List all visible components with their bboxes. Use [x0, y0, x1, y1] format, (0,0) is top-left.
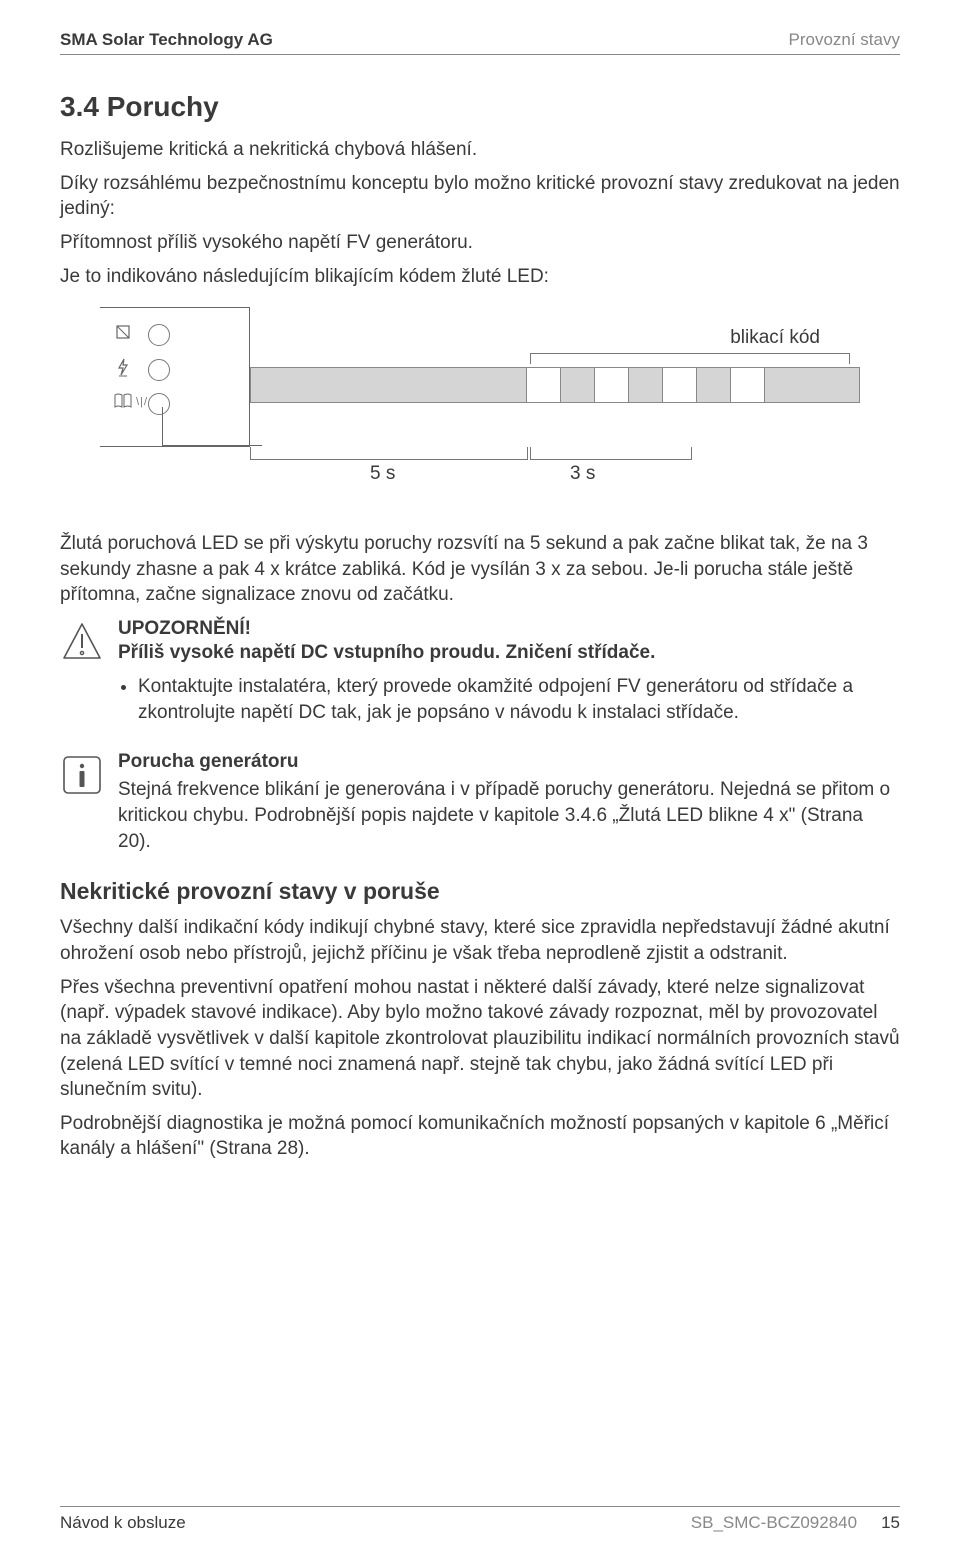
- led-circle-3: [148, 393, 170, 415]
- manual-icon: [112, 392, 134, 415]
- header-section: Provozní stavy: [789, 30, 901, 50]
- header-company: SMA Solar Technology AG: [60, 30, 273, 50]
- section-title: 3.4 Poruchy: [60, 91, 900, 123]
- warning-callout: UPOZORNĚNÍ! Příliš vysoké napětí DC vstu…: [60, 618, 900, 737]
- timeline-seg: [250, 367, 526, 403]
- timeline-seg: [662, 367, 696, 403]
- noncritical-p3: Podrobnější diagnostika je možná pomocí …: [60, 1111, 900, 1162]
- bracket-3s: [530, 447, 692, 460]
- sun-icon: [112, 322, 134, 347]
- timeline-seg: [696, 367, 730, 403]
- info-body: Stejná frekvence blikání je generována i…: [118, 777, 900, 854]
- footer-code: SB_SMC-BCZ092840: [691, 1513, 857, 1533]
- led-rays: \ | /: [136, 396, 146, 408]
- intro-p2: Díky rozsáhlému bezpečnostnímu konceptu …: [60, 171, 900, 222]
- warning-bullet: Kontaktujte instalatéra, který provede o…: [138, 674, 900, 725]
- info-callout: Porucha generátoru Stejná frekvence blik…: [60, 751, 900, 862]
- label-3s: 3 s: [570, 463, 595, 485]
- blink-code-label: blikací kód: [730, 327, 820, 349]
- bracket-5s: [250, 447, 528, 460]
- led-circle-2: [148, 359, 170, 381]
- footer-page: 15: [881, 1513, 900, 1533]
- bracket-top: [530, 353, 850, 364]
- timeline-seg: [594, 367, 628, 403]
- warning-subtitle: Příliš vysoké napětí DC vstupního proudu…: [118, 642, 900, 664]
- footer-left: Návod k obsluze: [60, 1513, 186, 1533]
- timeline: [250, 367, 860, 403]
- page-footer: Návod k obsluze SB_SMC-BCZ092840 15: [60, 1506, 900, 1533]
- led-panel: \ | /: [100, 307, 250, 447]
- info-title: Porucha generátoru: [118, 751, 900, 773]
- warning-title: UPOZORNĚNÍ!: [118, 618, 900, 640]
- bolt-icon: [112, 357, 134, 382]
- pointer-vert: [162, 407, 164, 445]
- timeline-seg: [526, 367, 560, 403]
- intro-p4: Je to indikováno následujícím blikajícím…: [60, 264, 900, 290]
- page-header: SMA Solar Technology AG Provozní stavy: [60, 30, 900, 55]
- intro-p3: Přítomnost příliš vysokého napětí FV gen…: [60, 230, 900, 256]
- timeline-seg: [730, 367, 764, 403]
- info-icon: [60, 753, 104, 797]
- led-circle-1: [148, 324, 170, 346]
- after-diagram-p: Žlutá poruchová LED se při výskytu poruc…: [60, 531, 900, 608]
- intro-p1: Rozlišujeme kritická a nekritická chybov…: [60, 137, 900, 163]
- noncritical-p1: Všechny další indikační kódy indikují ch…: [60, 915, 900, 966]
- noncritical-heading: Nekritické provozní stavy v poruše: [60, 878, 900, 905]
- blink-diagram: \ | / blikací kód 5 s 3 s: [60, 307, 900, 507]
- label-5s: 5 s: [370, 463, 395, 485]
- timeline-seg: [628, 367, 662, 403]
- warning-icon: [60, 620, 104, 664]
- pointer-horiz: [162, 445, 262, 447]
- timeline-seg: [560, 367, 594, 403]
- noncritical-p2: Přes všechna preventivní opatření mohou …: [60, 975, 900, 1103]
- timeline-seg: [764, 367, 860, 403]
